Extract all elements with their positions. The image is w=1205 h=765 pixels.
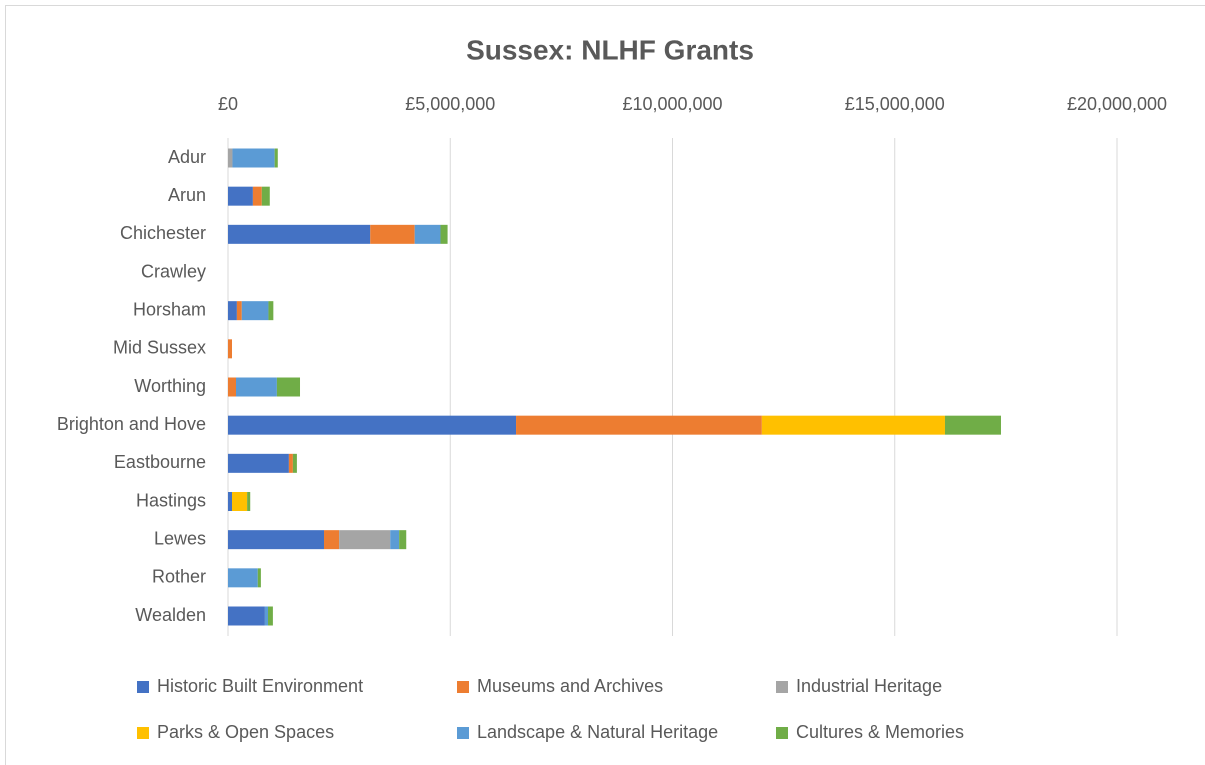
y-tick-label: Chichester [120, 223, 206, 243]
bar-segment [241, 301, 269, 321]
bar-segment [228, 377, 237, 397]
y-tick-label: Mid Sussex [113, 338, 206, 358]
legend-label: Museums and Archives [477, 676, 663, 696]
y-tick-label: Adur [168, 147, 206, 167]
legend-label: Cultures & Memories [796, 722, 964, 742]
bar-segment [274, 148, 278, 168]
x-tick-label: £5,000,000 [405, 94, 495, 114]
chart-border [5, 5, 1205, 765]
y-tick-label: Lewes [154, 528, 206, 548]
bar-segment [370, 224, 415, 244]
y-tick-label: Worthing [134, 376, 206, 396]
bar-segment [228, 492, 233, 511]
bar-segment [228, 568, 258, 588]
bar-segment [252, 186, 262, 206]
x-tick-label: £10,000,000 [622, 94, 722, 114]
legend-label: Parks & Open Spaces [157, 722, 334, 742]
bar-segment [228, 339, 233, 359]
bar-segment [276, 377, 301, 397]
bar-segment [944, 415, 1001, 435]
legend-label: Industrial Heritage [796, 676, 942, 696]
bar-segment [228, 453, 289, 473]
bar-segment [232, 148, 275, 168]
bar-segment [228, 186, 253, 206]
legend-swatch [457, 727, 469, 739]
bar-segment [236, 301, 242, 321]
bar-segment [288, 453, 293, 473]
bar-segment [228, 530, 325, 550]
y-tick-label: Eastbourne [114, 452, 206, 472]
legend-swatch [776, 681, 788, 693]
bar-segment [228, 301, 237, 321]
bar-segment [228, 148, 233, 168]
x-tick-label: £20,000,000 [1067, 94, 1167, 114]
y-tick-label: Rother [152, 567, 206, 587]
bar-segment [339, 530, 391, 550]
y-tick-label: Arun [168, 185, 206, 205]
y-tick-label: Horsham [133, 299, 206, 319]
x-tick-label: £0 [218, 94, 238, 114]
bar-segment [761, 415, 945, 435]
legend-label: Historic Built Environment [157, 676, 363, 696]
bar-segment [268, 301, 274, 321]
bar-segment [414, 224, 441, 244]
legend-swatch [457, 681, 469, 693]
legend-label: Landscape & Natural Heritage [477, 722, 718, 742]
bar-segment [440, 224, 448, 244]
legend-swatch [137, 727, 149, 739]
bar-segment [268, 606, 273, 626]
x-tick-label: £15,000,000 [845, 94, 945, 114]
legend-swatch [137, 681, 149, 693]
chart-title: Sussex: NLHF Grants [466, 34, 754, 65]
bar-segment [236, 377, 277, 397]
bar-segment [228, 224, 371, 244]
bar-segment [232, 492, 248, 511]
bar-segment [264, 606, 269, 626]
bar-segment [390, 530, 400, 550]
y-tick-label: Crawley [141, 261, 206, 281]
legend-swatch [776, 727, 788, 739]
bar-segment [257, 568, 261, 588]
y-tick-label: Brighton and Hove [57, 414, 206, 434]
bar-segment [399, 530, 407, 550]
bar-segment [261, 186, 270, 206]
bar-segment [516, 415, 762, 435]
bar-segment [228, 415, 517, 435]
bar-segment [247, 492, 251, 511]
bar-segment [324, 530, 340, 550]
y-tick-label: Wealden [135, 605, 206, 625]
bar-segment [292, 453, 297, 473]
bar-segment [228, 606, 265, 626]
y-tick-label: Hastings [136, 490, 206, 510]
